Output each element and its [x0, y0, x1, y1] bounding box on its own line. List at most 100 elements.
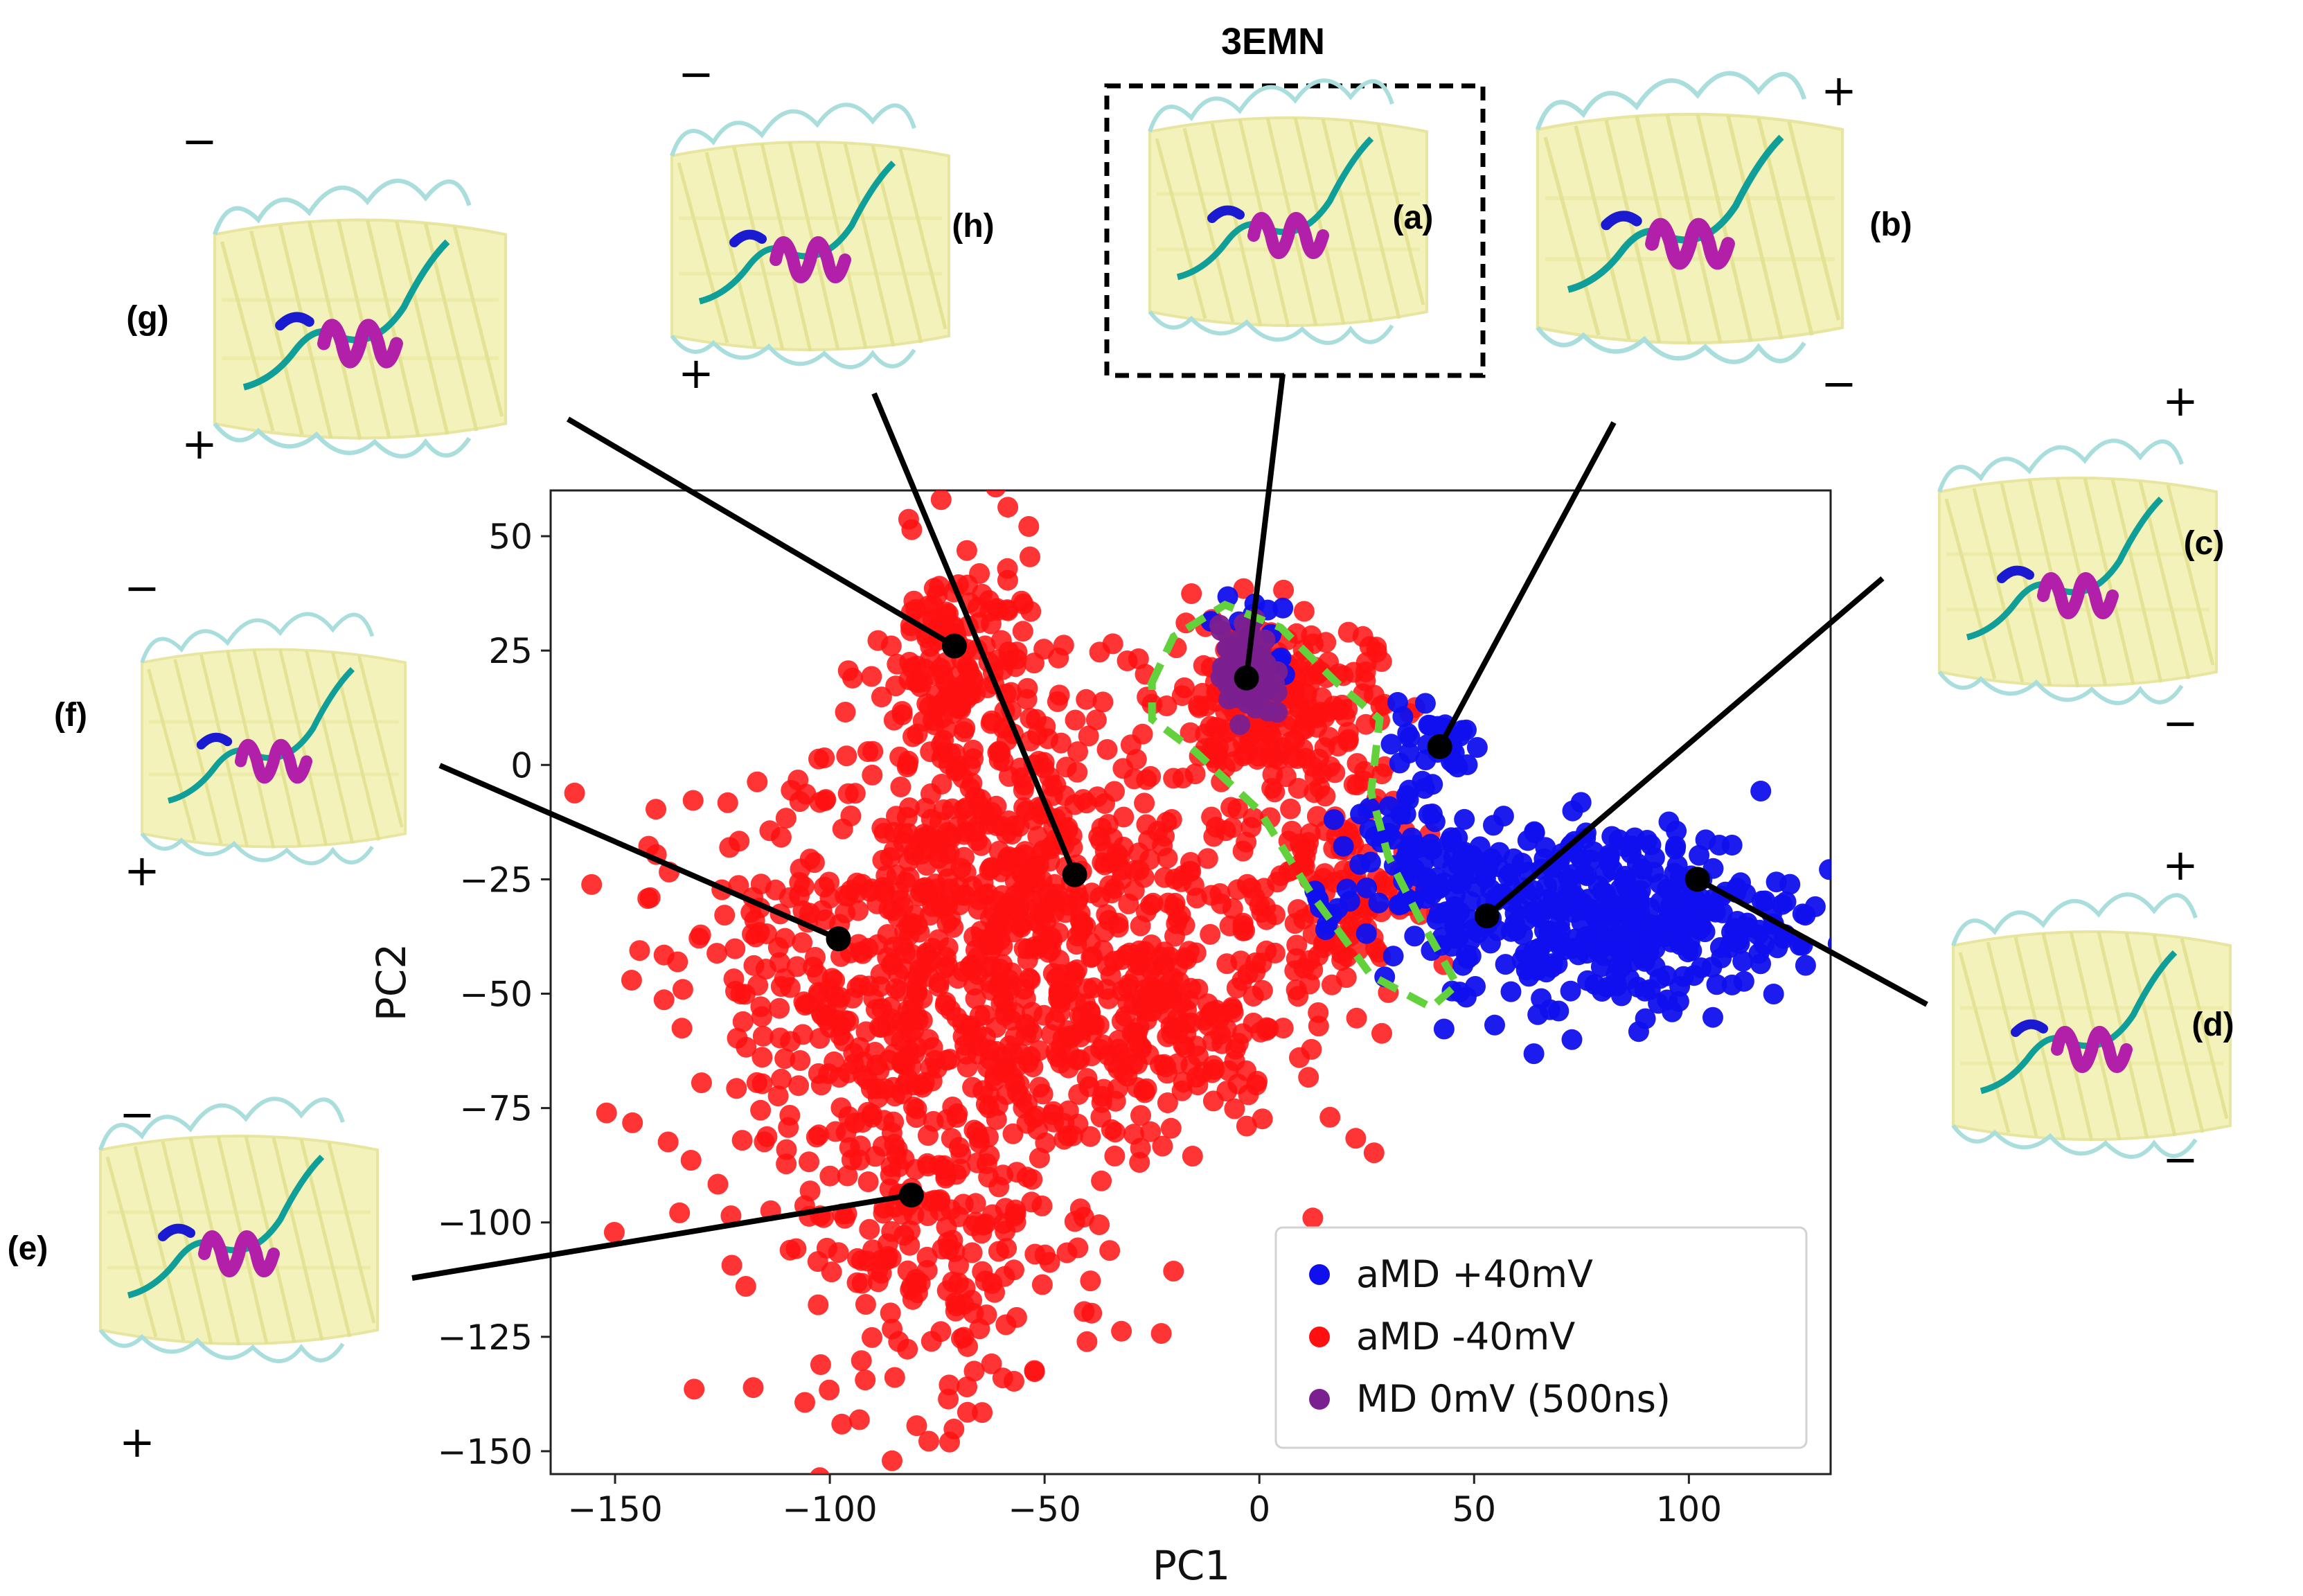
scatter-point — [1581, 849, 1602, 871]
scatter-point — [1319, 1106, 1341, 1128]
panel-label: (e) — [8, 1230, 48, 1267]
scatter-point — [928, 929, 949, 950]
scatter-point — [1591, 898, 1612, 919]
scatter-point — [1136, 1078, 1157, 1099]
scatter-point — [1140, 1121, 1162, 1142]
scatter-point — [690, 924, 711, 946]
scatter-point — [1304, 657, 1326, 678]
scatter-point — [819, 1379, 840, 1401]
scatter-point — [1213, 659, 1234, 681]
scatter-point — [828, 1242, 849, 1264]
scatter-point — [969, 1005, 990, 1026]
scatter-point — [961, 954, 983, 975]
scatter-point — [1099, 1240, 1121, 1261]
scatter-point — [929, 576, 950, 597]
scatter-point — [914, 658, 936, 680]
scatter-point — [1643, 921, 1664, 942]
scatter-point — [1091, 817, 1112, 839]
scatter-point — [1181, 583, 1202, 604]
x-tick-label: −100 — [782, 1489, 877, 1530]
scatter-point — [1104, 1145, 1126, 1167]
scatter-point — [1732, 950, 1754, 972]
scatter-point — [1091, 1092, 1112, 1113]
scatter-point — [1024, 653, 1044, 674]
scatter-point — [1484, 1014, 1505, 1036]
scatter-point — [1186, 887, 1207, 909]
scatter-point — [1062, 968, 1083, 990]
scatter-point — [1294, 718, 1315, 740]
scatter-point — [1466, 876, 1486, 898]
barrel-image — [215, 181, 506, 456]
scatter-point — [896, 806, 918, 828]
scatter-point — [1264, 942, 1286, 964]
scatter-point — [1068, 887, 1090, 908]
scatter-point — [1373, 875, 1395, 896]
scatter-point — [1067, 1237, 1089, 1259]
scatter-point — [780, 1031, 801, 1052]
scatter-point — [837, 783, 859, 804]
scatter-point — [1131, 947, 1153, 968]
scatter-point — [930, 1189, 951, 1210]
scatter-point — [637, 888, 659, 910]
scatter-point — [1152, 1135, 1173, 1157]
scatter-point — [810, 1467, 830, 1474]
scatter-point — [1346, 1007, 1367, 1029]
polarity-sign-bottom: + — [124, 845, 160, 896]
scatter-point — [917, 1125, 939, 1146]
scatter-point — [1202, 1031, 1223, 1052]
scatter-point — [943, 1419, 965, 1439]
scatter-point — [933, 799, 954, 820]
scatter-point — [956, 540, 977, 561]
scatter-point — [1662, 1001, 1683, 1022]
scatter-point — [1236, 874, 1258, 895]
scatter-point — [1426, 909, 1448, 930]
scatter-point — [799, 903, 820, 924]
scatter-point — [1163, 768, 1184, 789]
polarity-sign-top: + — [2162, 375, 2198, 426]
scatter-point — [1201, 806, 1222, 828]
structure-panels: (a) (b) + − (c) + − (d) + − (e) − + (f) − + (g) − + (h) − + — [8, 48, 2234, 1467]
scatter-point — [1004, 1027, 1026, 1047]
scatter-point — [767, 1085, 789, 1107]
scatter-point — [1630, 880, 1651, 901]
scatter-point — [1040, 939, 1062, 961]
scatter-point — [723, 968, 745, 990]
scatter-point — [1706, 974, 1727, 995]
scatter-point — [657, 1131, 679, 1153]
scatter-point — [925, 684, 947, 706]
scatter-point — [1272, 597, 1294, 619]
scatter-point — [1012, 621, 1033, 642]
scatter-point — [1076, 689, 1097, 710]
scatter-point — [846, 977, 868, 998]
scatter-point — [950, 696, 971, 718]
scatter-point — [1382, 946, 1404, 967]
scatter-point — [1020, 601, 1042, 622]
scatter-point — [953, 1327, 975, 1348]
scatter-point — [1174, 677, 1195, 698]
scatter-point — [1160, 1117, 1182, 1139]
y-tick-label: −50 — [459, 975, 533, 1015]
series-amd-40mv — [564, 490, 1455, 1474]
scatter-point — [1231, 970, 1253, 991]
scatter-point — [1058, 1025, 1079, 1047]
n-terminus-segment — [2011, 1019, 2048, 1037]
scatter-point — [1543, 870, 1565, 892]
scatter-point — [1243, 807, 1264, 828]
scatter-point — [835, 702, 856, 722]
scatter-point — [1232, 840, 1254, 862]
scatter-point — [1031, 1274, 1053, 1295]
scatter-point — [921, 1331, 942, 1352]
scatter-point — [1517, 830, 1538, 851]
panel-label: (h) — [952, 208, 994, 245]
scatter-point — [1101, 883, 1123, 904]
scatter-point — [871, 686, 892, 708]
scatter-point — [1042, 1101, 1064, 1122]
scatter-point — [1209, 883, 1231, 904]
scatter-point — [926, 1058, 948, 1079]
scatter-point — [836, 745, 857, 767]
barrel-image — [1939, 441, 2216, 703]
scatter-point — [1222, 817, 1243, 838]
scatter-point — [1730, 872, 1751, 894]
scatter-point — [958, 658, 979, 680]
scatter-point — [1252, 979, 1273, 1001]
